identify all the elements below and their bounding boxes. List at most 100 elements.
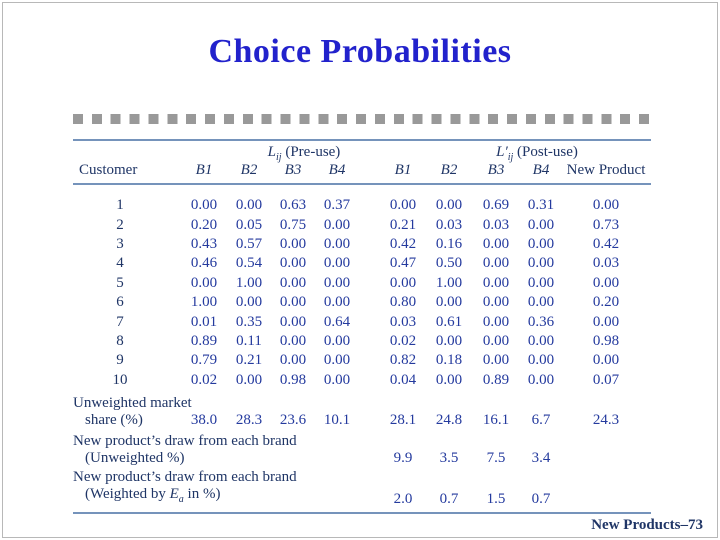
table-cell: 0.00	[235, 197, 263, 214]
table-cell: 0.46	[190, 255, 218, 272]
pre-b3-header: B3	[284, 162, 302, 178]
table-cell: 0.00	[323, 332, 351, 349]
table-cell: 0.00	[389, 197, 417, 214]
table-cell: 0.00	[527, 332, 555, 349]
table-cell: 0.57	[235, 235, 263, 252]
table-row: 8 0.89 0.11 0.00 0.00 0.02 0.00 0.00 0.0…	[73, 332, 651, 351]
summary-cell: 28.3	[235, 411, 263, 428]
summary-cell: 23.6	[279, 411, 307, 428]
table-cell: 0.69	[482, 197, 510, 214]
table-cell: 0.00	[482, 313, 510, 330]
table-cell: 0.00	[435, 294, 463, 311]
table-cell: 0.00	[527, 235, 555, 252]
table-cell: 0.75	[279, 216, 307, 233]
header-divider-line	[73, 183, 651, 185]
table-cell: 0.03	[592, 255, 620, 272]
table-cell: 0.04	[389, 371, 417, 388]
table-cell: 0.00	[235, 294, 263, 311]
table-cell: 0.54	[235, 255, 263, 272]
table-cell: 0.98	[592, 332, 620, 349]
table-cell: 0.00	[279, 274, 307, 291]
new-product-column-header: New Product	[566, 162, 646, 178]
table-row: 10 0.02 0.00 0.98 0.00 0.04 0.00 0.89 0.…	[73, 371, 651, 390]
table-cell: 0.11	[236, 332, 262, 349]
table-cell: 0.00	[279, 255, 307, 272]
pre-b1-header: B1	[195, 162, 213, 178]
summary-cell: 9.9	[393, 449, 413, 466]
column-header-row: Customer B1 B2 B3 B4 B1 B2 B3 B4 New Pro…	[73, 161, 651, 180]
table-row: 3 0.43 0.57 0.00 0.00 0.42 0.16 0.00 0.0…	[73, 235, 651, 254]
customer-id: 7	[116, 313, 124, 330]
post-b1-header: B1	[394, 162, 412, 178]
customer-id: 6	[116, 294, 124, 311]
table-cell: 1.00	[235, 274, 263, 291]
table-cell: 0.64	[323, 313, 351, 330]
customer-id: 10	[112, 371, 128, 388]
table-cell: 0.89	[482, 371, 510, 388]
table-row: 4 0.46 0.54 0.00 0.00 0.47 0.50 0.00 0.0…	[73, 254, 651, 273]
table-cell: 0.00	[482, 294, 510, 311]
table-cell: 0.03	[435, 216, 463, 233]
summary-cell: 6.7	[531, 411, 551, 428]
table-cell: 0.00	[592, 274, 620, 291]
summary-row-market-share: Unweighted market share (%) 38.0 28.3 23…	[73, 395, 651, 429]
table-cell: 0.21	[235, 352, 263, 369]
summary-row-draw-unweighted: New product’s draw from each brand (Unwe…	[73, 433, 651, 467]
customer-id: 1	[116, 197, 124, 214]
table-cell: 0.02	[389, 332, 417, 349]
table-cell: 0.20	[592, 294, 620, 311]
table-cell: 0.00	[279, 332, 307, 349]
table-cell: 0.00	[323, 274, 351, 291]
table-cell: 0.16	[435, 235, 463, 252]
table-cell: 0.00	[323, 294, 351, 311]
pre-subscript: ij	[276, 152, 282, 163]
table-cell: 0.00	[279, 313, 307, 330]
table-cell: 0.61	[435, 313, 463, 330]
pre-b4-header: B4	[328, 162, 346, 178]
slide-title: Choice Probabilities	[208, 33, 512, 70]
table-cell: 0.07	[592, 371, 620, 388]
table-cell: 0.00	[435, 371, 463, 388]
table-cell: 0.00	[279, 294, 307, 311]
table-cell: 0.00	[482, 235, 510, 252]
table-cell: 0.21	[389, 216, 417, 233]
table-row: 2 0.20 0.05 0.75 0.00 0.21 0.03 0.03 0.0…	[73, 215, 651, 234]
table-cell: 0.00	[435, 332, 463, 349]
table-cell: 0.00	[190, 197, 218, 214]
table-cell: 0.42	[389, 235, 417, 252]
customer-id: 3	[116, 235, 124, 252]
e-symbol: E	[169, 485, 179, 502]
group-header-row: Lij (Pre-use) L′ij (Post-use)	[73, 144, 651, 163]
table-cell: 0.00	[592, 352, 620, 369]
table-cell: 1.00	[190, 294, 218, 311]
table-cell: 1.00	[435, 274, 463, 291]
summary-cell: 0.7	[531, 490, 551, 507]
choice-probabilities-table: Lij (Pre-use) L′ij (Post-use) Customer B…	[73, 144, 651, 508]
summary-cell: 3.4	[531, 449, 551, 466]
table-cell: 0.89	[190, 332, 218, 349]
post-subscript: ij	[507, 152, 514, 163]
table-row: 9 0.79 0.21 0.00 0.00 0.82 0.18 0.00 0.0…	[73, 351, 651, 370]
summary-label: New product’s draw from each brand (Unwe…	[73, 432, 297, 466]
table-cell: 0.43	[190, 235, 218, 252]
table-cell: 0.31	[527, 197, 555, 214]
customer-id: 4	[116, 255, 124, 272]
table-cell: 0.00	[527, 294, 555, 311]
table-cell: 0.37	[323, 197, 351, 214]
table-cell: 0.00	[323, 235, 351, 252]
bottom-divider-line	[73, 512, 651, 514]
customer-id: 8	[116, 332, 124, 349]
table-cell: 0.79	[190, 352, 218, 369]
table-cell: 0.00	[323, 352, 351, 369]
post-label: (Post-use)	[513, 144, 578, 160]
table-row: 6 1.00 0.00 0.00 0.00 0.80 0.00 0.00 0.0…	[73, 293, 651, 312]
summary-cell: 0.7	[439, 490, 459, 507]
table-cell: 0.73	[592, 216, 620, 233]
table-cell: 0.00	[527, 255, 555, 272]
table-cell: 0.00	[323, 255, 351, 272]
summary-cell: 1.5	[486, 490, 506, 507]
table-cell: 0.00	[482, 274, 510, 291]
table-cell: 0.20	[190, 216, 218, 233]
